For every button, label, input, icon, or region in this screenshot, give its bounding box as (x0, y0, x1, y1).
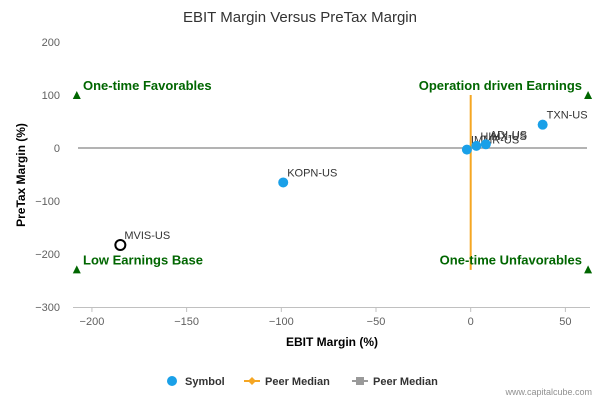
quadrant-label: One-time Favorables (83, 78, 212, 93)
x-tick-label: 0 (468, 316, 474, 328)
y-tick-label: 200 (42, 37, 60, 49)
data-point-label: MVIS-US (124, 230, 170, 242)
quadrant-marker-icon (72, 265, 81, 274)
x-tick-label: −150 (174, 316, 199, 328)
legend-symbol-icon (167, 376, 177, 386)
y-tick-label: −300 (35, 302, 60, 314)
credit-text: www.capitalcube.com (504, 387, 592, 397)
quadrant-marker-icon (584, 91, 593, 99)
data-point (471, 140, 482, 151)
plot-area: −200 −150 −100 −50 0 50 200 100 0 −100 −200 −300 One… (35, 37, 593, 328)
y-tick-label: 0 (54, 143, 60, 155)
x-tick-label: −100 (269, 316, 294, 328)
legend-label: Peer Median (373, 376, 438, 388)
quadrant-label: Operation driven Earnings (419, 78, 582, 93)
x-tick-label: −50 (367, 316, 386, 328)
legend-diamond-icon (248, 377, 256, 385)
y-tick-label: −100 (35, 196, 60, 208)
y-tick-label: 100 (42, 90, 60, 102)
legend-square-icon (356, 377, 364, 385)
legend: Symbol Peer Median Peer Median (167, 376, 438, 388)
data-point-label: HIMX-US (480, 131, 526, 143)
x-tick-label: −200 (80, 316, 105, 328)
data-point (114, 238, 127, 251)
chart-title: EBIT Margin Versus PreTax Margin (183, 9, 417, 26)
data-point (480, 139, 491, 150)
data-point (278, 177, 289, 188)
data-point (537, 119, 548, 130)
legend-label: Peer Median (265, 376, 330, 388)
y-tick-label: −200 (35, 249, 60, 261)
quadrant-label: One-time Unfavorables (440, 252, 582, 267)
x-tick-label: 50 (559, 316, 571, 328)
y-axis-title: PreTax Margin (%) (14, 123, 28, 227)
quadrant-label: Low Earnings Base (83, 252, 203, 267)
data-point-label: KOPN-US (287, 167, 337, 179)
data-point-label: TXN-US (547, 110, 588, 122)
quadrant-marker-icon (584, 265, 593, 274)
x-axis-title: EBIT Margin (%) (286, 335, 378, 349)
legend-label: Symbol (185, 376, 225, 388)
data-point (461, 144, 472, 155)
data-point-label: ADI-US (490, 129, 527, 141)
quadrant-marker-icon (72, 91, 81, 99)
